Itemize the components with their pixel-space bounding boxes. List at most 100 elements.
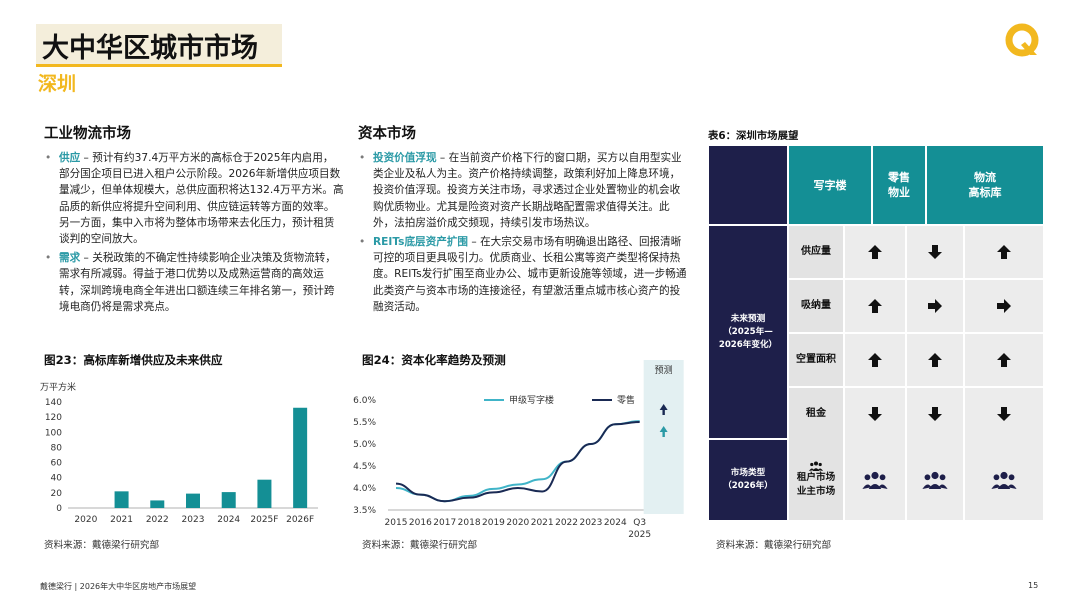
y-tick-label: 3.5%: [353, 506, 376, 516]
legend-label: 甲级写字楼: [509, 394, 554, 406]
table-cell: [845, 388, 905, 440]
y-tick-label: 0: [56, 504, 62, 514]
bullet-demand: • 需求 – 关税政策的不确定性持续影响企业决策及货物流转，需求有所减弱。得益于港…: [45, 252, 336, 313]
forecast-up-arrow-icon: [659, 404, 668, 415]
table-title: 表6：深圳市场展望: [708, 130, 799, 142]
bar-2025F: [257, 479, 272, 508]
bullet-supply: • 供应 – 预计有约37.4万平方米的高标仓于2025年内启用，部分国企项目已进…: [45, 152, 344, 246]
bar-2021: [114, 491, 129, 508]
y-tick-label: 60: [51, 459, 63, 469]
row-label: 供应量: [789, 226, 843, 278]
people-icon: [922, 471, 948, 489]
supply-bar-chart: 万平方米 0 20 40 60 80 100 120 140 2020 2021 2022 2023 20…: [40, 381, 318, 525]
row-label: 租金: [789, 388, 843, 440]
footer-text: 戴德梁行 | 2026年大中华区房地产市场展望: [40, 582, 197, 591]
y-tick-label: 80: [51, 443, 63, 453]
arrow-down-icon: [997, 407, 1011, 421]
table-cell: [907, 388, 963, 440]
table-cell: [907, 280, 963, 332]
table-cell: [965, 334, 1043, 386]
forecast-up-arrow-icon: [659, 426, 668, 437]
market-type-office: [845, 440, 905, 520]
col-header-retail: 零售 物业: [873, 146, 925, 224]
arrow-up-icon: [868, 299, 882, 313]
x-tick-label: 2020: [506, 518, 529, 528]
bullet-reits: • REITs底层资产扩围 – 在大宗交易市场有明确退出路径、回报清晰可控的项目更…: [359, 236, 687, 313]
col-header-office: 写字楼: [789, 146, 871, 224]
y-tick-label: 20: [51, 489, 63, 499]
figure24-title: 图24：资本化率趋势及预测: [362, 353, 506, 367]
x-tick-label: 2021: [531, 518, 554, 528]
x-tick-label: 2022: [555, 518, 578, 528]
arrow-down-icon: [928, 245, 942, 259]
row-label: 空置面积: [789, 334, 843, 386]
arrow-up-icon: [868, 245, 882, 259]
arrow-right-icon: [928, 299, 942, 313]
bullet-investment-value: • 投资价值浮现 – 在当前资产价格下行的窗口期，买方以自用型实业类企业及私人为主…: [359, 152, 682, 229]
row-label: 吸纳量: [789, 280, 843, 332]
x-tick-label: 2023: [579, 518, 602, 528]
bullet-dot-icon: •: [45, 152, 52, 164]
page-number: 15: [1028, 581, 1039, 590]
people-icon: [809, 461, 823, 471]
x-tick-label: 2019: [482, 518, 505, 528]
bar-2024: [221, 492, 236, 508]
series-line-零售: [395, 421, 640, 503]
y-tick-label: 140: [45, 398, 62, 408]
x-tick-label: 2024: [604, 518, 627, 528]
x-tick-label: 2024: [217, 515, 240, 525]
figure23-title: 图23：高标库新增供应及未来供应: [44, 353, 223, 367]
arrow-up-icon: [997, 353, 1011, 367]
legend-label: 零售: [617, 394, 635, 406]
x-tick-label: 2020: [74, 515, 97, 525]
industrial-bullets: • 供应 – 预计有约37.4万平方米的高标仓于2025年内启用，部分国企项目已进…: [44, 150, 344, 318]
x-tick-label: 2018: [458, 518, 481, 528]
bar-2026F: [293, 407, 308, 508]
title-background: [36, 24, 282, 66]
y-tick-label: 5.5%: [353, 418, 376, 428]
x-tick-label: 2021: [110, 515, 133, 525]
arrow-right-icon: [997, 299, 1011, 313]
x-tick-label: 2023: [182, 515, 205, 525]
y-tick-label: 120: [45, 413, 62, 423]
bullet-dot-icon: •: [359, 236, 366, 249]
bar-2022: [150, 500, 165, 508]
table-cell: [907, 226, 963, 278]
x-tick-label: 2015: [385, 518, 408, 528]
market-type-logistics: [965, 440, 1043, 520]
x-tick-label: 2022: [146, 515, 169, 525]
table-cell: [907, 334, 963, 386]
table-source: 资料来源：戴德梁行研究部: [716, 540, 832, 551]
table-cell: [965, 280, 1043, 332]
page-subtitle: 深圳: [38, 73, 77, 95]
x-tick-label: 2017: [433, 518, 456, 528]
figure24-source: 资料来源：戴德梁行研究部: [362, 540, 478, 551]
page-title: 大中华区城市市场: [42, 33, 258, 64]
x-tick-label: 2016: [409, 518, 432, 528]
y-tick-label: 6.0%: [353, 396, 376, 406]
people-icon: [862, 471, 888, 489]
bar-2023: [186, 493, 200, 508]
col-header-logistics: 物流 高标库: [927, 146, 1043, 224]
market-type-retail: [907, 440, 963, 520]
table-cell: [845, 280, 905, 332]
capital-heading: 资本市场: [358, 126, 416, 142]
y-tick-label: 40: [51, 474, 63, 484]
y-tick-label: 4.5%: [353, 462, 376, 472]
arrow-up-icon: [868, 353, 882, 367]
x-tick-label: 2026F: [286, 515, 314, 525]
y-tick-label: 100: [45, 428, 62, 438]
company-logo-icon: [1005, 23, 1039, 57]
arrow-down-icon: [928, 407, 942, 421]
arrow-up-icon: [928, 353, 942, 367]
bullet-dot-icon: •: [359, 152, 366, 164]
bullet-dot-icon: •: [45, 252, 52, 265]
arrow-down-icon: [868, 407, 882, 421]
group-label-forecast: 未来预测 （2025年— 2026年变化）: [709, 226, 787, 438]
y-tick-label: 4.0%: [353, 484, 376, 494]
table-cell: [845, 226, 905, 278]
table-cell: [965, 226, 1043, 278]
outlook-table: 写字楼 零售 物业 物流 高标库 未来预测 （2025年— 2026年变化） 市…: [709, 146, 1043, 520]
title-underline: [36, 64, 282, 67]
